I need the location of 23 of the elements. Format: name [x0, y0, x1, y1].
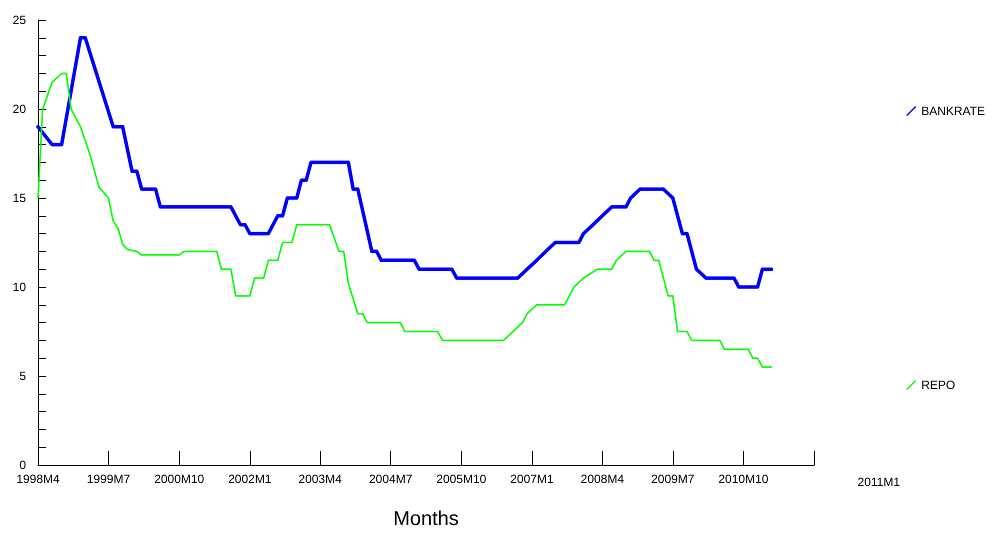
x-tick-label: 2008M4 — [580, 472, 624, 486]
y-tick-label: 25 — [12, 13, 26, 27]
y-tick-label: 20 — [12, 102, 26, 116]
legend-label: REPO — [921, 378, 956, 392]
x-tick-label: 2002M1 — [228, 472, 272, 486]
x-tick-label: 2005M10 — [436, 472, 487, 486]
y-tick-label: 10 — [12, 280, 26, 294]
x-tick-label: 1999M7 — [86, 472, 130, 486]
y-tick-label: 15 — [12, 191, 26, 205]
x-axis-title: Months — [393, 508, 459, 530]
x-tick-label: 2010M10 — [718, 472, 769, 486]
x-tick-label: 2007M1 — [510, 472, 554, 486]
x-tick-label: 2004M7 — [369, 472, 413, 486]
x-tick-label: 2000M10 — [154, 472, 205, 486]
legend-label: BANKRATE — [921, 104, 986, 118]
line-series — [37, 72, 772, 368]
y-tick-label: 5 — [19, 369, 26, 383]
x-tick-label: 2009M7 — [651, 472, 695, 486]
line-series — [36, 36, 774, 289]
x-tick-label: 2003M4 — [298, 472, 342, 486]
y-tick-label: 0 — [19, 458, 26, 472]
text: 2011M1 — [858, 475, 900, 489]
x-tick-label: 1998M4 — [16, 472, 60, 486]
